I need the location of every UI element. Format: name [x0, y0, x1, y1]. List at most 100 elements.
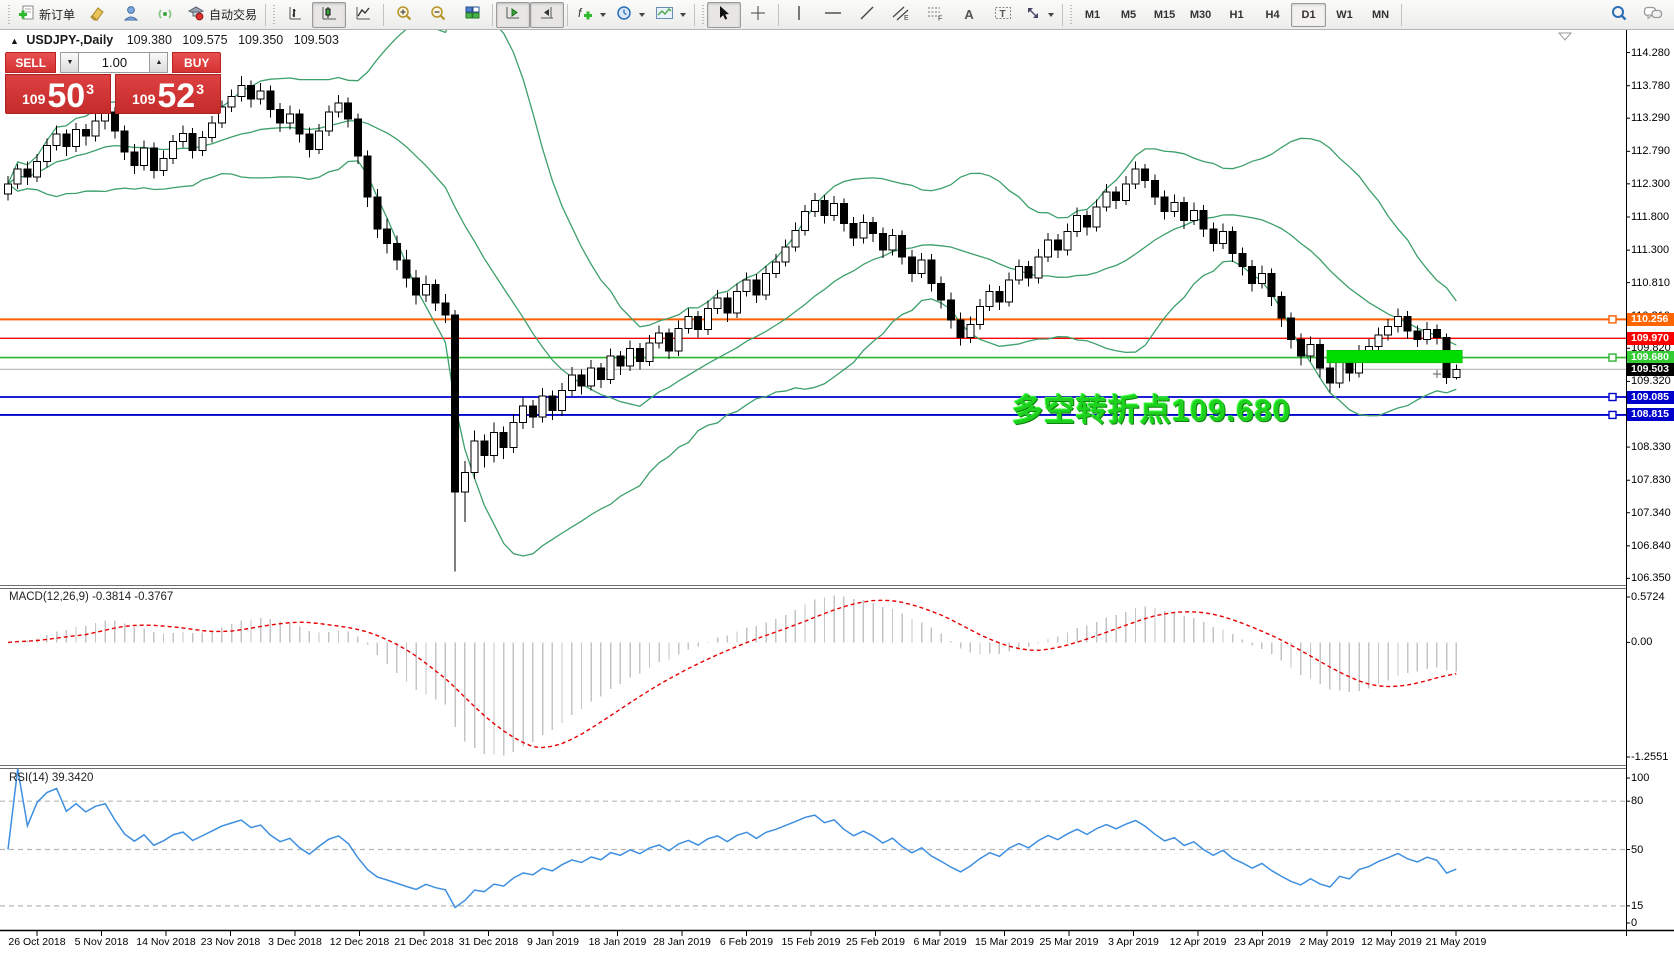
- price-tick-106.350: 106.350: [1631, 572, 1671, 585]
- collapse-panel-icon[interactable]: ▲: [10, 36, 19, 46]
- autotrading-button[interactable]: 自动交易: [182, 2, 262, 28]
- tile-windows-button[interactable]: [455, 2, 489, 28]
- date-label-6: 21 Dec 2018: [394, 936, 454, 948]
- date-label-16: 25 Mar 2019: [1039, 936, 1099, 948]
- zoom-out-button[interactable]: [421, 2, 455, 28]
- search-button[interactable]: [1602, 2, 1636, 28]
- text-label-tool-button[interactable]: T: [986, 2, 1020, 28]
- date-label-7: 31 Dec 2018: [458, 936, 519, 948]
- signal-button[interactable]: [148, 2, 182, 28]
- fibonacci-tool-button[interactable]: F: [918, 2, 952, 28]
- text-tool-button[interactable]: A: [952, 2, 986, 28]
- candlestick-chart-button[interactable]: [312, 1, 347, 28]
- indicators-button[interactable]: f: [571, 2, 611, 28]
- price-tick-114.280: 114.280: [1631, 46, 1670, 59]
- vertical-line-tool-button[interactable]: [782, 2, 816, 28]
- auto-scroll-button[interactable]: [496, 1, 531, 28]
- level-marker[interactable]: [1608, 410, 1617, 420]
- trendline-icon: [859, 5, 875, 24]
- buy-price-button[interactable]: 109 52 3: [115, 74, 221, 114]
- svg-text:F: F: [938, 16, 942, 22]
- macd-axis-0.00: 0.00: [1631, 636, 1653, 649]
- buy-button[interactable]: BUY: [172, 52, 221, 73]
- bollinger-lo-band: [7, 160, 1457, 557]
- tf-button-H4[interactable]: H4: [1265, 8, 1280, 21]
- toolbar-separator: [567, 3, 569, 26]
- bar-chart-button[interactable]: [278, 2, 312, 28]
- profile-button[interactable]: [114, 2, 148, 28]
- date-label-20: 2 May 2019: [1299, 936, 1355, 948]
- toolbar-drag-handle[interactable]: [700, 4, 706, 25]
- chart-shift-icon: [538, 5, 556, 24]
- svg-text:E: E: [904, 15, 909, 21]
- date-label-8: 9 Jan 2019: [527, 936, 579, 948]
- templates-button[interactable]: [650, 2, 691, 28]
- date-label-15: 15 Mar 2019: [975, 936, 1034, 948]
- price-tick-107.340: 107.340: [1631, 506, 1671, 519]
- lot-increase-button[interactable]: ▲: [149, 52, 169, 73]
- level-price-label-109.970: 109.970: [1627, 331, 1674, 345]
- rsi-axis-50: 50: [1631, 843, 1644, 856]
- horizontal-line-tool-button[interactable]: [816, 2, 850, 28]
- lot-decrease-button[interactable]: ▼: [60, 52, 80, 73]
- lot-size-input[interactable]: 1.00: [79, 52, 150, 73]
- toolbar-drag-handle[interactable]: [1068, 4, 1074, 25]
- sell-button[interactable]: SELL: [5, 52, 57, 73]
- price-tick-107.830: 107.830: [1631, 474, 1671, 487]
- chat-button[interactable]: [1636, 2, 1670, 28]
- toolbar-drag-handle[interactable]: [271, 4, 277, 25]
- tf-button-D1[interactable]: D1: [1291, 2, 1327, 27]
- auto-scroll-icon: [504, 5, 522, 24]
- svg-text:f: f: [578, 6, 583, 20]
- level-marker[interactable]: [1608, 315, 1617, 324]
- equidistant-channel-tool-button[interactable]: E: [884, 2, 918, 28]
- eraser-icon: [88, 5, 106, 24]
- tf-button-M30[interactable]: M30: [1189, 8, 1212, 21]
- candles: [4, 75, 1461, 572]
- toolbar-separator: [694, 3, 696, 26]
- arrows-tool-button[interactable]: [1020, 2, 1059, 28]
- level-marker[interactable]: [1608, 392, 1617, 402]
- cursor-tool-button[interactable]: [707, 1, 742, 28]
- toolbar-separator: [1401, 3, 1403, 26]
- chart-shift-button[interactable]: [530, 1, 565, 28]
- tf-button-M5[interactable]: M5: [1120, 8, 1137, 21]
- rsi-axis-15: 15: [1631, 899, 1644, 912]
- new-order-icon: [18, 5, 35, 25]
- toolbar-drag-handle[interactable]: [6, 4, 11, 25]
- ohlc-low: 109.350: [238, 33, 284, 47]
- date-label-5: 12 Dec 2018: [329, 936, 390, 948]
- tf-button-M15[interactable]: M15: [1153, 8, 1176, 21]
- tf-button-M1[interactable]: M1: [1084, 8, 1101, 21]
- pivot-highlight-bar[interactable]: [1326, 350, 1463, 364]
- level-price-label-110.256: 110.256: [1627, 312, 1674, 326]
- zoom-out-icon: [429, 5, 447, 25]
- tf-button-W1[interactable]: W1: [1336, 8, 1353, 21]
- chart-shift-marker[interactable]: [1557, 32, 1573, 41]
- toolbar-separator: [778, 3, 780, 26]
- chart-plot[interactable]: [0, 30, 1674, 953]
- new-order-button[interactable]: 新订单: [13, 2, 80, 28]
- object-anchor-cross[interactable]: [1433, 370, 1441, 378]
- trendline-tool-button[interactable]: [850, 2, 884, 28]
- crosshair-tool-button[interactable]: [741, 2, 775, 28]
- new-order-label: 新订单: [39, 8, 76, 22]
- line-chart-button[interactable]: [346, 2, 380, 28]
- eraser-button[interactable]: [80, 2, 114, 28]
- price-tick-112.790: 112.790: [1631, 145, 1670, 158]
- periods-button[interactable]: [611, 2, 650, 28]
- indicators-icon: f: [576, 5, 594, 24]
- buy-price-big: 52: [157, 77, 196, 115]
- sell-price-button[interactable]: 109 50 3: [5, 74, 111, 114]
- zoom-in-button[interactable]: [387, 2, 421, 28]
- level-marker[interactable]: [1608, 353, 1617, 362]
- tf-button-MN[interactable]: MN: [1371, 8, 1390, 21]
- bollinger-mid-band: [7, 120, 1457, 407]
- level-price-label-109.680: 109.680: [1627, 351, 1674, 365]
- toolbar: 新订单 自动交易: [0, 0, 1674, 30]
- tf-button-H1[interactable]: H1: [1229, 8, 1244, 21]
- macd-indicator-label: MACD(12,26,9) -0.3814 -0.3767: [9, 591, 174, 603]
- rsi-axis-80: 80: [1631, 795, 1644, 808]
- sell-price-pip: 3: [86, 81, 94, 97]
